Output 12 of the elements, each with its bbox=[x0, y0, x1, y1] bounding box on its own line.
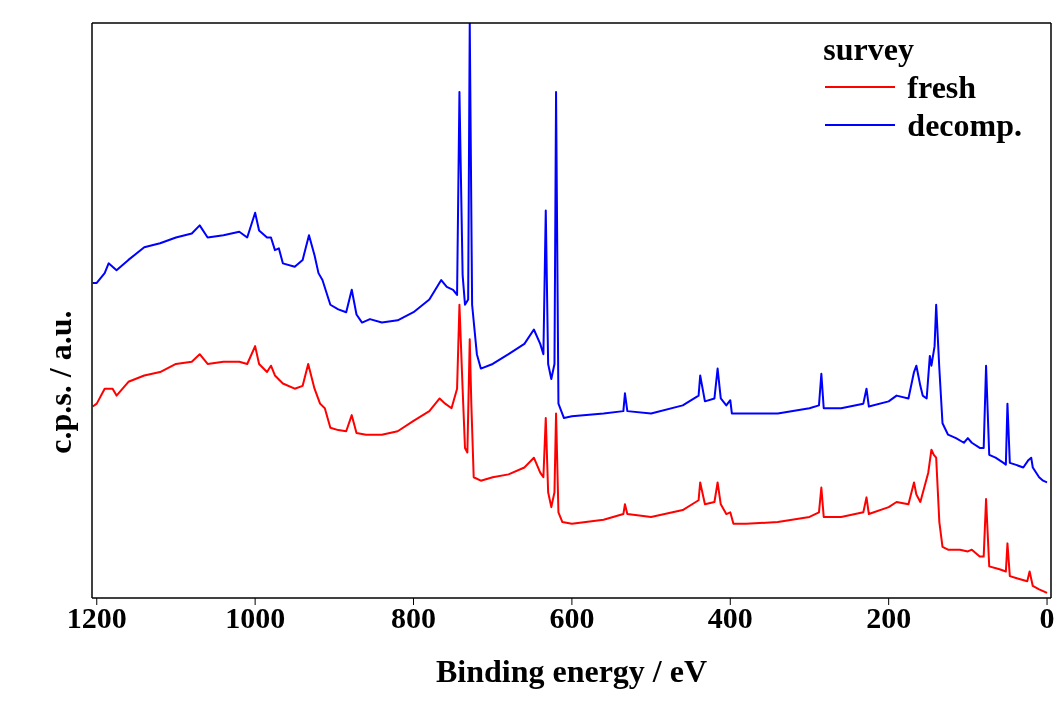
legend-label: decomp. bbox=[907, 106, 1022, 144]
x-axis-title: Binding energy / eV bbox=[435, 653, 708, 689]
y-axis-title: c.p.s. / a.u. bbox=[42, 310, 79, 454]
x-tick-label: 0 bbox=[1039, 601, 1054, 635]
x-tick-label: 800 bbox=[391, 601, 437, 635]
legend-label: fresh bbox=[907, 68, 977, 106]
x-tick-label: 200 bbox=[866, 601, 912, 635]
x-tick-label: 600 bbox=[549, 601, 595, 635]
x-tick-label: 1200 bbox=[66, 601, 127, 635]
x-tick-label: 400 bbox=[707, 601, 753, 635]
x-tick-label: 1000 bbox=[225, 601, 286, 635]
legend-title: survey bbox=[822, 30, 915, 68]
